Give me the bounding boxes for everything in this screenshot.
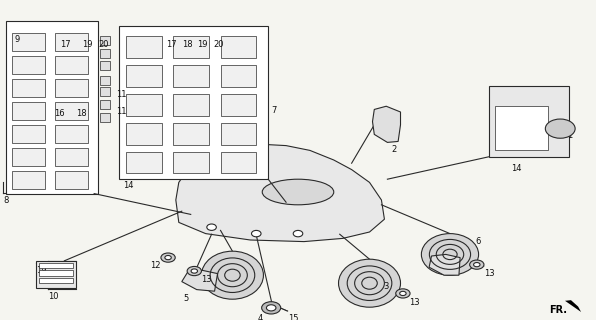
Ellipse shape xyxy=(293,230,303,237)
Bar xyxy=(39,263,73,268)
Text: 3: 3 xyxy=(383,282,389,291)
Text: 19: 19 xyxy=(36,266,46,275)
Ellipse shape xyxy=(207,224,216,230)
Bar xyxy=(221,152,256,173)
Bar xyxy=(126,36,162,58)
Text: 17: 17 xyxy=(60,40,70,49)
Ellipse shape xyxy=(161,253,175,262)
Bar xyxy=(36,261,76,288)
Text: 9: 9 xyxy=(15,35,20,44)
Text: 18: 18 xyxy=(182,40,193,49)
Text: 7: 7 xyxy=(271,106,277,115)
Text: FR.: FR. xyxy=(550,305,567,315)
Polygon shape xyxy=(565,300,581,312)
Bar xyxy=(55,102,88,120)
Polygon shape xyxy=(176,144,384,242)
Bar xyxy=(12,102,45,120)
Text: 14: 14 xyxy=(123,181,134,190)
Text: 20: 20 xyxy=(213,40,224,49)
Bar xyxy=(55,79,88,97)
Text: 17: 17 xyxy=(166,40,176,49)
Ellipse shape xyxy=(339,259,401,307)
Text: 5: 5 xyxy=(184,294,189,303)
Bar xyxy=(55,33,88,51)
Bar xyxy=(55,56,88,74)
Ellipse shape xyxy=(470,260,484,269)
Text: 11: 11 xyxy=(116,90,127,99)
Bar xyxy=(55,148,88,166)
Text: 19: 19 xyxy=(197,40,207,49)
Ellipse shape xyxy=(252,230,261,237)
Text: 13: 13 xyxy=(409,298,420,307)
Bar xyxy=(100,87,110,96)
Bar xyxy=(126,65,162,87)
Bar xyxy=(100,49,110,58)
Bar xyxy=(173,94,209,116)
Bar xyxy=(221,123,256,145)
Bar xyxy=(12,171,45,189)
Bar xyxy=(173,123,209,145)
Bar xyxy=(173,65,209,87)
Bar xyxy=(55,125,88,143)
Bar xyxy=(100,113,110,122)
Text: 1: 1 xyxy=(567,131,573,140)
Ellipse shape xyxy=(191,269,197,273)
Bar xyxy=(12,56,45,74)
Bar xyxy=(100,61,110,70)
Bar xyxy=(6,21,98,194)
Bar xyxy=(12,33,45,51)
Bar xyxy=(126,152,162,173)
Text: 14: 14 xyxy=(511,164,522,173)
Text: 18: 18 xyxy=(76,109,86,118)
Bar xyxy=(100,76,110,85)
Ellipse shape xyxy=(545,119,575,138)
Ellipse shape xyxy=(262,179,334,205)
Text: 4: 4 xyxy=(257,314,263,320)
Bar xyxy=(39,278,73,283)
Text: 6: 6 xyxy=(476,237,481,246)
Bar xyxy=(119,26,268,179)
Ellipse shape xyxy=(165,255,171,260)
Text: 2: 2 xyxy=(392,145,397,154)
Bar xyxy=(126,123,162,145)
Ellipse shape xyxy=(396,289,410,298)
Text: 16: 16 xyxy=(54,109,64,118)
Bar xyxy=(12,148,45,166)
Bar xyxy=(495,106,548,150)
Bar xyxy=(489,86,569,157)
Bar xyxy=(100,36,110,45)
Ellipse shape xyxy=(262,302,281,314)
Text: 15: 15 xyxy=(288,314,299,320)
Bar xyxy=(12,79,45,97)
Ellipse shape xyxy=(187,267,201,276)
Text: 11: 11 xyxy=(116,107,127,116)
Bar xyxy=(221,65,256,87)
Ellipse shape xyxy=(266,305,276,311)
Bar xyxy=(12,125,45,143)
Text: 10: 10 xyxy=(48,292,58,301)
Text: 8: 8 xyxy=(3,196,8,205)
Bar xyxy=(126,94,162,116)
Polygon shape xyxy=(372,106,401,142)
Bar xyxy=(221,36,256,58)
Ellipse shape xyxy=(201,251,263,299)
Polygon shape xyxy=(182,270,218,291)
Bar xyxy=(173,152,209,173)
Polygon shape xyxy=(429,254,460,275)
Ellipse shape xyxy=(400,291,406,296)
Bar xyxy=(100,100,110,109)
Bar xyxy=(173,36,209,58)
Text: 19: 19 xyxy=(82,40,93,49)
Text: 20: 20 xyxy=(98,40,109,49)
Bar xyxy=(39,270,73,276)
Text: 13: 13 xyxy=(484,269,495,278)
Text: 12: 12 xyxy=(150,261,161,270)
Bar xyxy=(55,171,88,189)
Ellipse shape xyxy=(421,234,479,275)
Text: 13: 13 xyxy=(201,275,212,284)
Ellipse shape xyxy=(474,262,480,267)
Bar xyxy=(221,94,256,116)
